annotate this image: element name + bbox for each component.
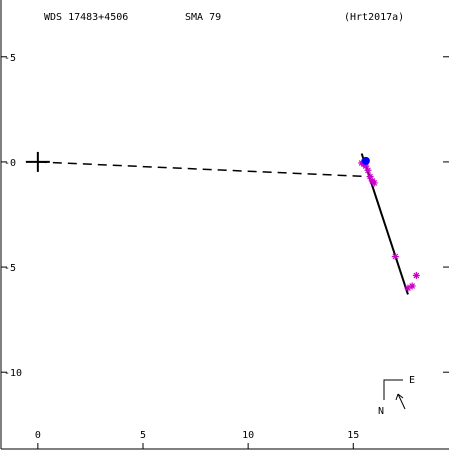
reference-code: (Hrt2017a) xyxy=(344,12,404,23)
primary-star-marker xyxy=(25,151,50,172)
measure-point-2 xyxy=(362,162,370,170)
x-tick-group: 0 5 10 15 xyxy=(35,430,359,449)
star-designation: WDS 17483+4506 xyxy=(44,12,128,23)
x-tick-label-3: 15 xyxy=(347,430,359,441)
measure-point-6 xyxy=(370,179,378,187)
measure-point-0 xyxy=(358,159,366,167)
east-label: E xyxy=(409,375,415,386)
measure-point-7 xyxy=(391,253,399,261)
node-line xyxy=(37,161,371,178)
north-label: N xyxy=(378,406,384,417)
latest-measure-point xyxy=(361,156,370,165)
measure-point-9 xyxy=(408,282,416,290)
y-tick-label-0: -5 xyxy=(4,53,16,64)
motion-arrow-icon xyxy=(395,393,406,410)
measure-point-4 xyxy=(366,173,374,181)
y-tick-label-2: -5 xyxy=(4,263,16,274)
x-tick-label-2: 10 xyxy=(242,430,254,441)
semi-major-axis: SMA 79 xyxy=(185,12,221,23)
measure-point-3 xyxy=(364,166,372,174)
x-tick-label-0: 0 xyxy=(35,430,41,441)
orientation-indicator: E N xyxy=(378,375,415,417)
measure-point-10 xyxy=(412,271,420,279)
y-tick-group: -5 -0 -5 -10 xyxy=(1,53,449,379)
y-tick-label-1: -0 xyxy=(4,158,16,169)
measure-point-8 xyxy=(404,284,412,292)
x-tick-label-1: 5 xyxy=(140,430,146,441)
orientation-axes xyxy=(383,379,403,400)
y-tick-label-3: -10 xyxy=(4,368,22,379)
